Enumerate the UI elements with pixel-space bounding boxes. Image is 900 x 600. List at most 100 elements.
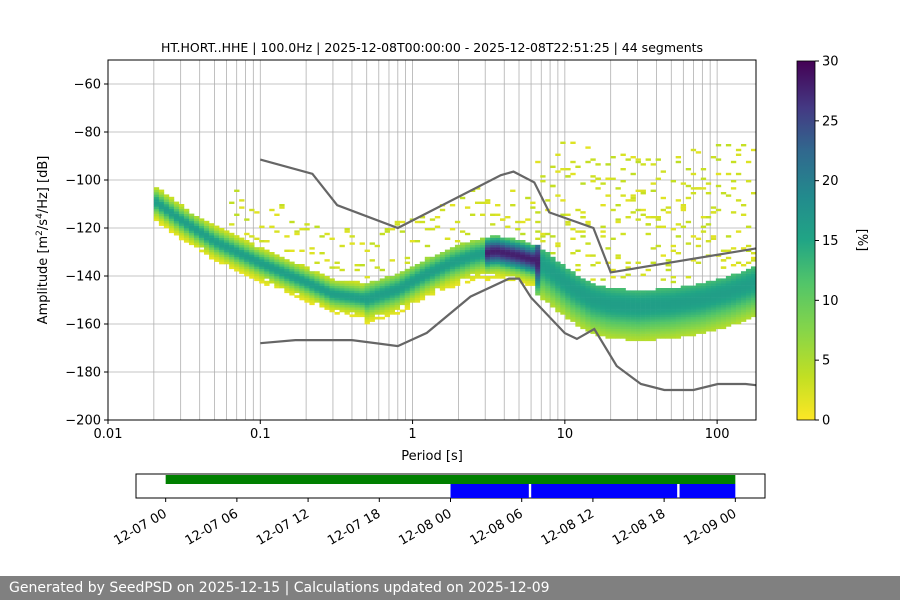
pdf-cell (490, 261, 496, 265)
pdf-cell (695, 187, 702, 190)
pdf-cell (615, 331, 621, 334)
pdf-cell (595, 285, 601, 289)
pdf-cell (665, 331, 671, 334)
pdf-cell (374, 292, 380, 296)
pdf-cell (655, 309, 661, 313)
pdf-cell (304, 268, 310, 272)
pdf-cell (284, 271, 290, 274)
pdf-cell (715, 184, 722, 188)
pdf-cell (379, 307, 385, 310)
pdf-cell (590, 292, 596, 296)
pdf-cell (464, 264, 471, 267)
pdf-cell (625, 297, 631, 301)
pdf-cell (600, 290, 606, 294)
pdf-cell (274, 264, 280, 267)
pdf-cell (665, 211, 671, 214)
pdf-cell (605, 321, 611, 325)
pdf-cell (605, 324, 611, 327)
pdf-cell (655, 244, 661, 248)
pdf-cell (414, 280, 421, 284)
pdf-cell (600, 304, 606, 308)
pdf-cell (590, 285, 596, 289)
pdf-cell (705, 302, 712, 306)
pdf-cell (700, 300, 707, 303)
pdf-cell (670, 290, 677, 294)
pdf-cell (264, 261, 270, 265)
pdf-cell (173, 220, 180, 224)
pdf-cell (550, 235, 556, 238)
pdf-cell (439, 271, 446, 274)
pdf-cell (715, 144, 722, 147)
pdf-cell (710, 304, 717, 308)
pdf-cell (670, 319, 677, 322)
pdf-cell (525, 249, 531, 253)
pdf-cell (510, 261, 516, 265)
pdf-cell (429, 268, 436, 272)
pdf-cell (720, 280, 727, 284)
pdf-cell (660, 290, 666, 294)
pdf-cell (610, 307, 616, 310)
pdf-cell (314, 300, 320, 303)
pdf-cell (209, 254, 215, 258)
pdf-cell (695, 321, 702, 325)
pdf-cell (178, 213, 185, 217)
pdf-cell (474, 264, 481, 267)
pdf-cell (299, 295, 305, 298)
pdf-cell (545, 280, 551, 284)
pdf-cell (620, 194, 626, 197)
pdf-cell (314, 225, 320, 228)
pdf-cell (575, 230, 581, 233)
pdf-cell (404, 300, 411, 303)
pdf-cell (264, 264, 270, 267)
pdf-cell (359, 292, 365, 296)
pdf-cell (439, 252, 446, 255)
pdf-cell (384, 230, 390, 233)
pdf-cell (710, 290, 717, 294)
pdf-cell (575, 165, 581, 168)
pdf-cell (565, 223, 571, 226)
pdf-cell (369, 292, 375, 296)
pdf-cell (319, 285, 325, 289)
pdf-cell (359, 242, 365, 245)
pdf-cell (730, 290, 737, 294)
pdf-cell (219, 235, 225, 238)
pdf-cell (359, 300, 365, 303)
pdf-cell (565, 175, 571, 178)
pdf-cell (289, 261, 295, 265)
pdf-cell (645, 316, 651, 320)
pdf-cell (244, 252, 250, 255)
pdf-cell (660, 331, 666, 334)
pdf-cell (274, 285, 280, 289)
pdf-cell (163, 204, 170, 207)
pdf-cell (710, 280, 717, 284)
pdf-cell (525, 264, 531, 267)
pdf-cell (750, 192, 757, 195)
pdf-cell (294, 278, 300, 282)
pdf-cell (565, 304, 571, 308)
pdf-cell (329, 295, 335, 298)
pdf-cell (474, 268, 481, 272)
pdf-cell (665, 292, 671, 296)
pdf-cell (324, 232, 330, 236)
pdf-cell (665, 309, 671, 313)
pdf-cell (469, 268, 476, 272)
pdf-cell (379, 285, 385, 289)
pdf-cell (224, 261, 230, 265)
pdf-cell (259, 256, 265, 260)
pdf-cell (490, 264, 496, 267)
pdf-cell (439, 259, 446, 262)
pdf-cell (183, 218, 190, 222)
pdf-cell (510, 189, 516, 192)
pdf-cell (153, 192, 160, 195)
pdf-cell (630, 333, 636, 337)
pdf-cell (369, 297, 375, 301)
pdf-cell (745, 302, 752, 306)
pdf-cell (294, 285, 300, 289)
pdf-cell (550, 285, 556, 289)
pdf-cell (570, 237, 576, 240)
pdf-cell (424, 290, 431, 294)
pdf-cell (234, 261, 240, 265)
pdf-cell (740, 283, 747, 286)
pdf-cell (178, 237, 185, 241)
pdf-cell (399, 297, 406, 301)
